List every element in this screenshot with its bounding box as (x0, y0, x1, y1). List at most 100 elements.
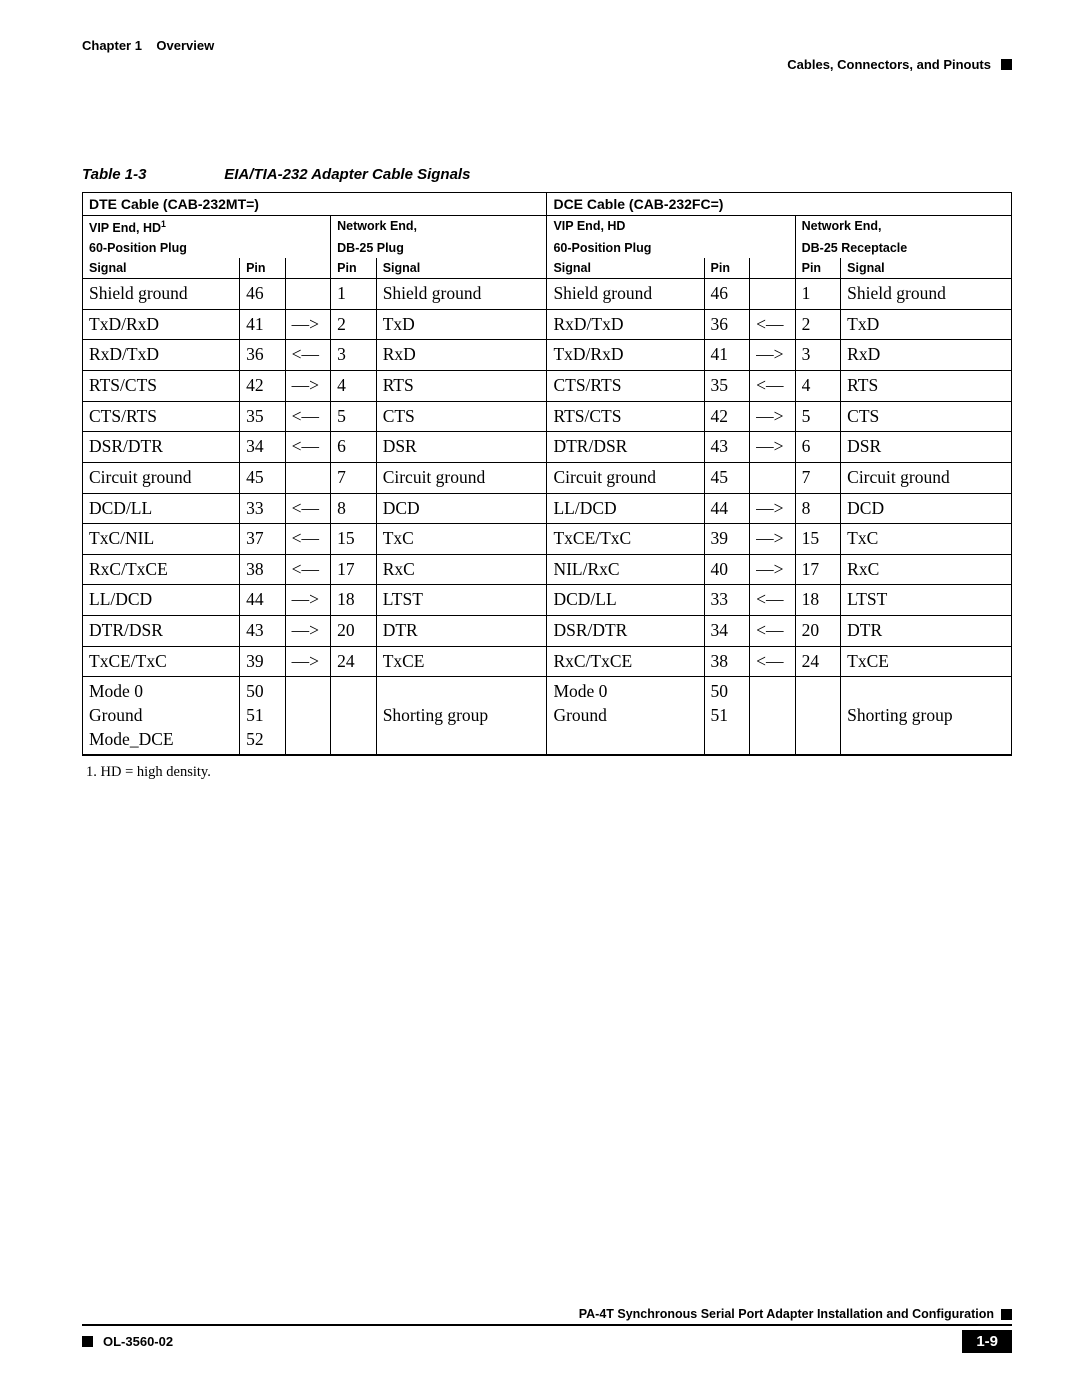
table-row: TxD/RxD41—>2TxDRxD/TxD36<—2TxD (83, 309, 1012, 340)
network-end-1: Network End, (331, 216, 547, 239)
table-row: TxCE/TxC39—>24TxCERxC/TxCE38<—24TxCE (83, 646, 1012, 677)
table-cell: RxC/TxCE (83, 554, 240, 585)
table-cell: DCD (841, 493, 1012, 524)
table-cell: <— (750, 371, 796, 402)
footer-doc-id: OL-3560-02 (103, 1334, 173, 1349)
table-cell: DCD/LL (547, 585, 704, 616)
signals-table: DTE Cable (CAB-232MT=) DCE Cable (CAB-23… (82, 192, 1012, 756)
table-cell: 24 (795, 646, 841, 677)
table-cell: LL/DCD (547, 493, 704, 524)
table-cell: 3 (331, 340, 377, 371)
table-cell: DSR/DTR (83, 432, 240, 463)
table-cell: RxC (841, 554, 1012, 585)
table-cell: 17 (331, 554, 377, 585)
table-cell: 36 (240, 340, 286, 371)
table-title: EIA/TIA-232 Adapter Cable Signals (224, 166, 470, 183)
table-row: DSR/DTR34<—6DSRDTR/DSR43—>6DSR (83, 432, 1012, 463)
table-row: RTS/CTS42—>4RTSCTS/RTS35<—4RTS (83, 371, 1012, 402)
table-cell: 39 (704, 524, 750, 555)
table-cell: 35 (240, 401, 286, 432)
table-cell: RTS/CTS (547, 401, 704, 432)
table-cell: 41 (240, 309, 286, 340)
footnote: 1. HD = high density. (86, 764, 1012, 781)
db25-plug-1: DB-25 Plug (331, 238, 547, 258)
table-cell: 6 (795, 432, 841, 463)
table-cell: 36 (704, 309, 750, 340)
table-cell: Circuit ground (547, 462, 704, 493)
table-cell: CTS/RTS (547, 371, 704, 402)
table-cell: 33 (240, 493, 286, 524)
footer-square-icon (1001, 1309, 1012, 1320)
table-cell: 7 (795, 462, 841, 493)
table-cell: <— (285, 401, 331, 432)
table-cell: TxCE (376, 646, 547, 677)
table-cell: DCD/LL (83, 493, 240, 524)
table-cell: 40 (704, 554, 750, 585)
table-cell: RxD/TxD (547, 309, 704, 340)
network-end-2: Network End, (795, 216, 1011, 239)
col-signal-3: Signal (547, 258, 704, 279)
table-cell: Shorting group (376, 677, 547, 755)
table-cell: Circuit ground (376, 462, 547, 493)
table-cell: —> (750, 554, 796, 585)
table-cell: 4 (795, 371, 841, 402)
table-cell (750, 279, 796, 310)
table-body: Shield ground461Shield groundShield grou… (83, 279, 1012, 756)
header-square-icon (1001, 59, 1012, 70)
table-row: LL/DCD44—>18LTSTDCD/LL33<—18LTST (83, 585, 1012, 616)
table-cell: 17 (795, 554, 841, 585)
table-cell: Shield ground (547, 279, 704, 310)
table-cell: Circuit ground (83, 462, 240, 493)
col-signal-4: Signal (841, 258, 1012, 279)
col-signal-2: Signal (376, 258, 547, 279)
db25-recept: DB-25 Receptacle (795, 238, 1011, 258)
chapter-label: Chapter 1 (82, 38, 142, 53)
table-cell: —> (285, 585, 331, 616)
table-cell: TxCE/TxC (547, 524, 704, 555)
table-caption: Table 1-3 EIA/TIA-232 Adapter Cable Sign… (82, 164, 1012, 184)
table-cell: CTS (841, 401, 1012, 432)
table-cell: —> (285, 646, 331, 677)
page-footer: PA-4T Synchronous Serial Port Adapter In… (82, 1307, 1012, 1353)
table-cell: 7 (331, 462, 377, 493)
table-cell: TxC (376, 524, 547, 555)
table-cell: 8 (795, 493, 841, 524)
table-cell: 3 (795, 340, 841, 371)
table-cell: 43 (240, 616, 286, 647)
table-cell: RTS/CTS (83, 371, 240, 402)
table-cell: RxD/TxD (83, 340, 240, 371)
table-cell: Mode 0 Ground Mode_DCE (83, 677, 240, 755)
table-cell: RxC/TxCE (547, 646, 704, 677)
table-row: Shield ground461Shield groundShield grou… (83, 279, 1012, 310)
table-row: Circuit ground457Circuit groundCircuit g… (83, 462, 1012, 493)
table-cell (331, 677, 377, 755)
table-cell (285, 462, 331, 493)
table-row: DCD/LL33<—8DCDLL/DCD44—>8DCD (83, 493, 1012, 524)
table-cell: 34 (240, 432, 286, 463)
table-cell (795, 677, 841, 755)
table-cell: <— (750, 616, 796, 647)
table-cell: —> (285, 309, 331, 340)
subsection-label: Cables, Connectors, and Pinouts (787, 57, 991, 72)
table-cell: 1 (795, 279, 841, 310)
table-cell (750, 462, 796, 493)
table-cell: TxCE/TxC (83, 646, 240, 677)
table-cell: Shield ground (376, 279, 547, 310)
table-cell: 1 (331, 279, 377, 310)
table-cell: TxCE (841, 646, 1012, 677)
table-cell: 15 (795, 524, 841, 555)
table-cell: <— (285, 432, 331, 463)
table-cell: <— (285, 554, 331, 585)
table-cell: TxD (841, 309, 1012, 340)
table-row: RxD/TxD36<—3RxDTxD/RxD41—>3RxD (83, 340, 1012, 371)
table-cell: 18 (795, 585, 841, 616)
table-cell: 39 (240, 646, 286, 677)
col-pin-1: Pin (240, 258, 286, 279)
table-cell: 5 (331, 401, 377, 432)
table-cell: 6 (331, 432, 377, 463)
table-cell: 8 (331, 493, 377, 524)
table-cell: DTR (376, 616, 547, 647)
table-cell: 20 (331, 616, 377, 647)
page-number-badge: 1-9 (962, 1330, 1012, 1353)
footer-doc-title: PA-4T Synchronous Serial Port Adapter In… (579, 1307, 994, 1321)
